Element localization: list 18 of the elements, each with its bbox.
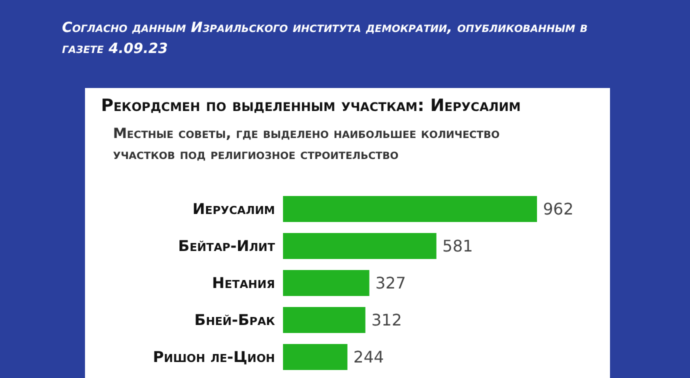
bar bbox=[283, 344, 348, 370]
data-label: 244 bbox=[353, 348, 384, 367]
y-tick-label: Бейтар-Илит bbox=[178, 236, 276, 255]
data-label: 962 bbox=[543, 200, 574, 219]
chart-title: Рекордсмен по выделенным участкам: Иерусалим bbox=[101, 96, 522, 116]
y-tick-label: Нетания bbox=[212, 274, 275, 292]
text: Согласно данным Израильского института демократии, опубликованным в газете 4.09.23 bbox=[62, 19, 589, 59]
data-label: 327 bbox=[375, 274, 406, 293]
data-label: 581 bbox=[442, 236, 473, 256]
data-label: 312 bbox=[371, 310, 402, 330]
bar bbox=[283, 196, 537, 222]
y-tick-label: Иерусалим bbox=[192, 200, 275, 218]
y-tick-label: Ришон ле-Цион bbox=[152, 348, 275, 366]
y-tick-label: Бней-Брак bbox=[194, 310, 275, 329]
bar bbox=[283, 307, 366, 333]
bar bbox=[283, 233, 436, 259]
chart-subtitle: Местные советы, где выделено наибольшее количество участков под религиозное строительство bbox=[113, 125, 501, 165]
bar bbox=[283, 270, 370, 296]
